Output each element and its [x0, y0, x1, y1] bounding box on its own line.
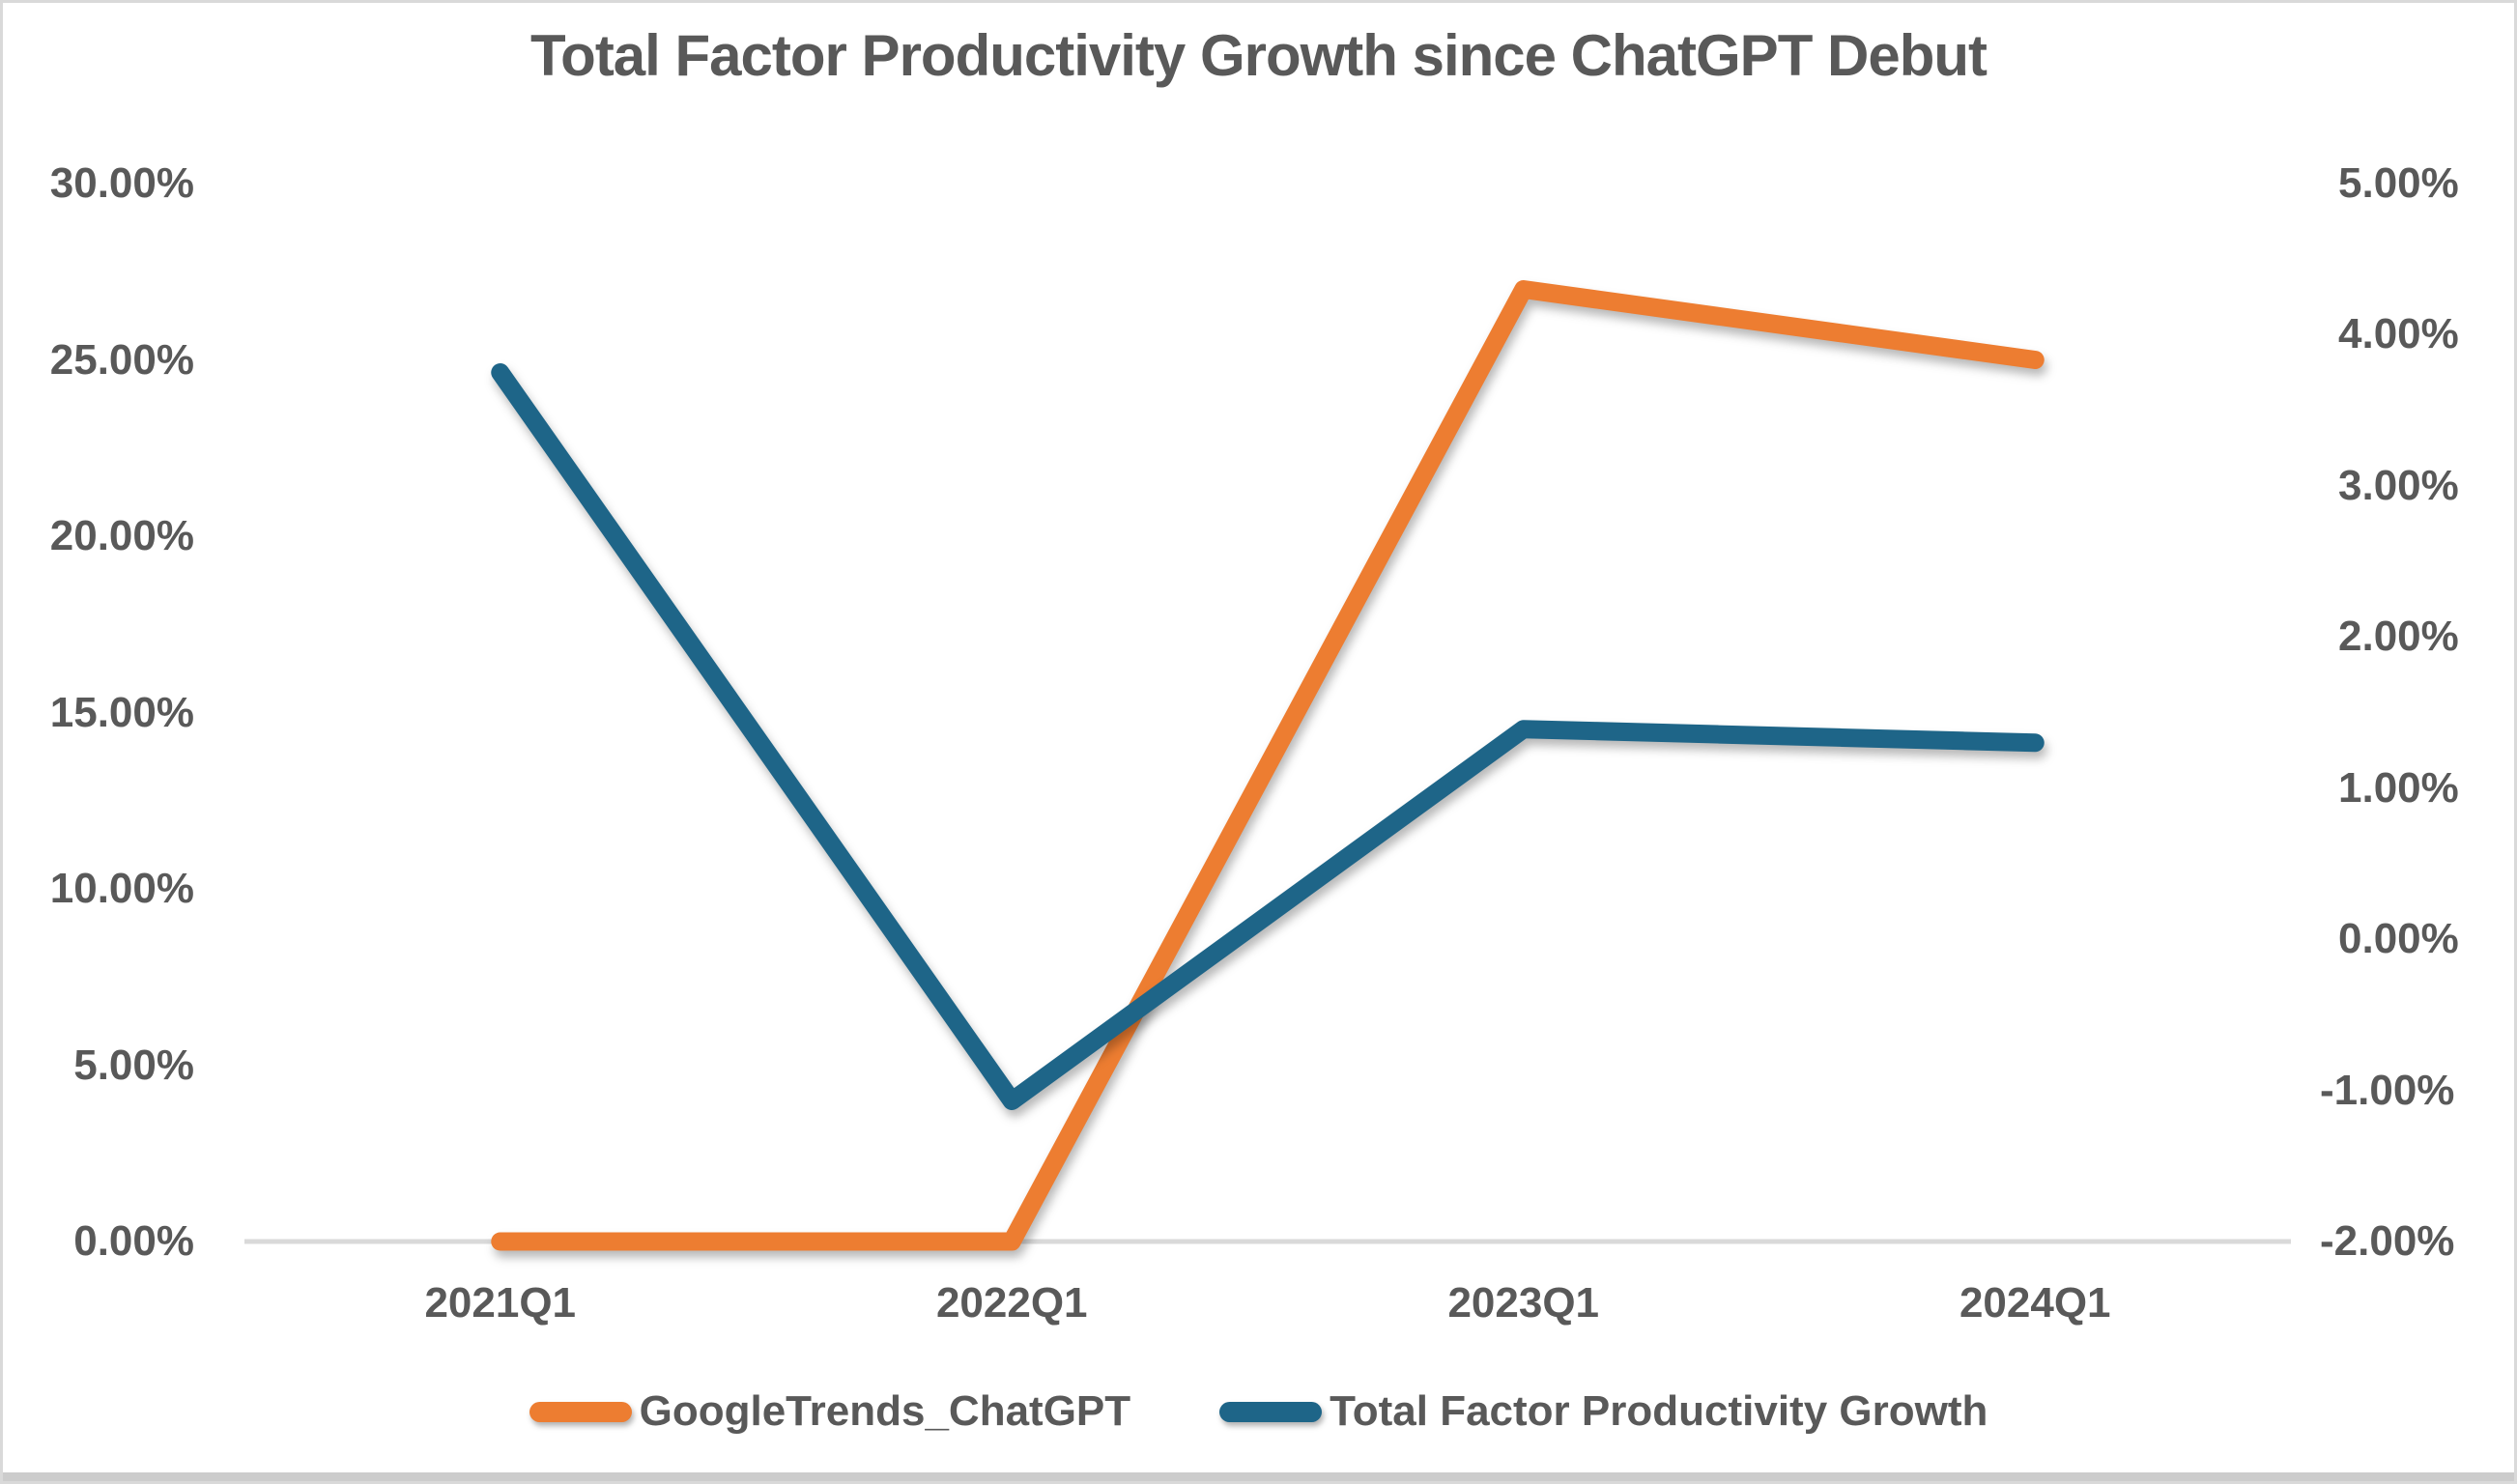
right-axis-tick: -2.00%: [2320, 1217, 2455, 1265]
right-axis-tick: 5.00%: [2338, 159, 2459, 207]
left-axis-tick: 30.00%: [49, 159, 194, 207]
series-line-total-factor-productivity-growth: [491, 363, 2045, 1111]
left-axis-tick: 20.00%: [49, 512, 194, 559]
right-axis-tick: 1.00%: [2338, 763, 2459, 812]
legend-swatch: [1219, 1401, 1323, 1422]
right-axis-tick: 3.00%: [2338, 461, 2459, 509]
left-axis-tick: 25.00%: [49, 335, 194, 384]
left-axis-tick: 0.00%: [73, 1217, 194, 1265]
bottom-edge-bar: [3, 1472, 2514, 1481]
legend-label: GoogleTrends_ChatGPT: [639, 1387, 1131, 1435]
x-axis-label: 2024Q1: [1959, 1279, 2111, 1327]
x-axis-label: 2022Q1: [935, 1279, 1088, 1327]
legend-item-total-factor-productivity-growth: Total Factor Productivity Growth: [1219, 1387, 1988, 1436]
left-axis-tick: 15.00%: [49, 688, 194, 736]
x-axis-label: 2021Q1: [424, 1279, 577, 1327]
legend: GoogleTrends_ChatGPT Total Factor Product…: [3, 1387, 2514, 1436]
x-axis-label: 2023Q1: [1447, 1279, 1600, 1327]
right-axis-tick: -1.00%: [2320, 1066, 2455, 1114]
left-axis-tick: 10.00%: [49, 865, 194, 912]
right-axis-tick: 4.00%: [2338, 310, 2459, 358]
legend-label: Total Factor Productivity Growth: [1330, 1387, 1988, 1435]
right-axis-tick: 2.00%: [2338, 613, 2459, 661]
chart-title: Total Factor Productivity Growth since C…: [529, 23, 1988, 88]
plot-area-svg: [244, 280, 2291, 1251]
left-axis-tick: 5.00%: [73, 1041, 194, 1089]
legend-item-googletrends-chatgpt: GoogleTrends_ChatGPT: [529, 1387, 1131, 1436]
right-axis-tick: 0.00%: [2338, 915, 2459, 963]
legend-swatch: [529, 1401, 632, 1422]
series-line-googletrends-chatgpt: [491, 280, 2045, 1251]
